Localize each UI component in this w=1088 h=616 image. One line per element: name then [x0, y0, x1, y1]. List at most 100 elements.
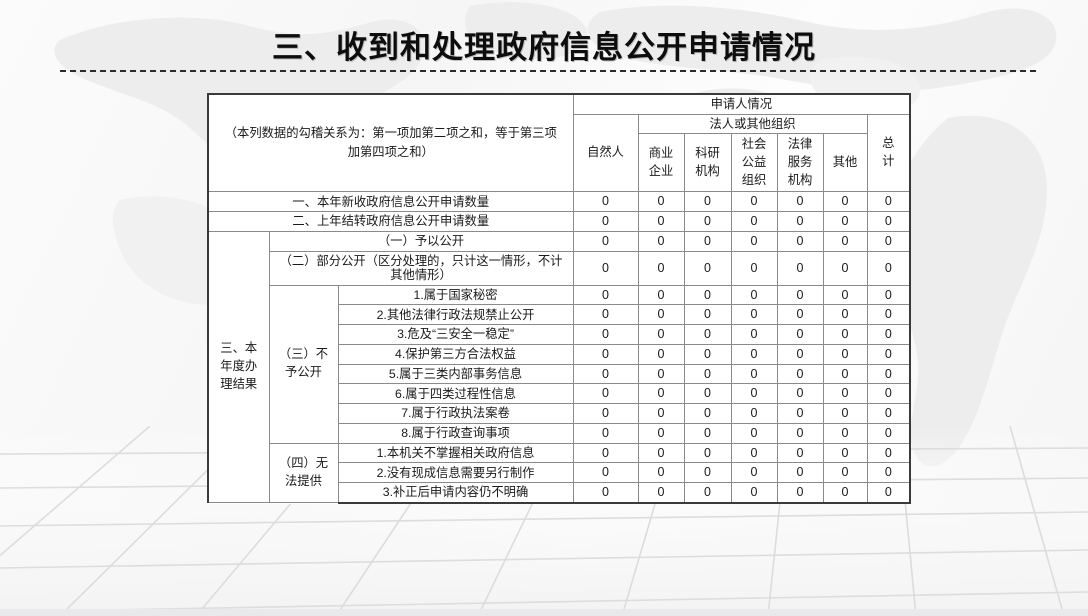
cell-r4-commercial: 0 [637, 250, 685, 286]
cell-r14-public_welfare: 0 [730, 462, 778, 484]
cell-r13-total: 0 [866, 442, 912, 464]
header-applicant-group: 申请人情况 [572, 93, 912, 115]
row-label-r10: 6.属于四类过程性信息 [337, 383, 574, 405]
cell-r8-natural: 0 [572, 343, 639, 365]
cell-r13-commercial: 0 [637, 442, 685, 464]
cell-r5-other: 0 [822, 284, 868, 306]
cell-r5-natural: 0 [572, 284, 639, 306]
cell-r12-commercial: 0 [637, 422, 685, 444]
table-row: 4.保护第三方合法权益 0 0 0 0 0 0 0 [208, 343, 912, 365]
cell-r7-public_welfare: 0 [730, 324, 778, 345]
cell-r15-other: 0 [822, 482, 868, 504]
cell-r12-total: 0 [866, 422, 912, 444]
cell-r1-other: 0 [822, 191, 868, 213]
cell-r3-other: 0 [822, 230, 868, 252]
row-label-r3: （一）予以公开 [268, 230, 574, 252]
row-label-r9: 5.属于三类内部事务信息 [337, 363, 574, 385]
cell-r5-research: 0 [683, 284, 732, 306]
header-col-natural: 自然人 [572, 113, 639, 193]
cell-r3-legal_service: 0 [776, 230, 824, 252]
cell-r2-public_welfare: 0 [730, 211, 778, 232]
cell-r14-total: 0 [866, 462, 912, 484]
cell-r4-public_welfare: 0 [730, 250, 778, 286]
cell-r4-legal_service: 0 [776, 250, 824, 286]
cell-r3-natural: 0 [572, 230, 639, 252]
row-label-r8: 4.保护第三方合法权益 [337, 343, 574, 365]
cell-r5-commercial: 0 [637, 284, 685, 306]
cell-r3-research: 0 [683, 230, 732, 252]
row-group-label-year-result: 三、本 年度办 理结果 [207, 230, 270, 504]
cell-r8-total: 0 [866, 343, 912, 365]
cell-r15-natural: 0 [572, 482, 639, 504]
cell-r6-public_welfare: 0 [730, 304, 778, 326]
cell-r2-commercial: 0 [637, 211, 685, 232]
cell-r6-commercial: 0 [637, 304, 685, 326]
header-col-total: 总计 [866, 113, 912, 193]
cell-r14-natural: 0 [572, 462, 639, 484]
table-row: 一、本年新收政府信息公开申请数量 0 0 0 0 0 0 0 [206, 191, 912, 213]
table-row: （四）无 法提供 1.本机关不掌握相关政府信息 0 0 0 0 0 0 0 [208, 442, 912, 504]
cell-r11-research: 0 [683, 403, 732, 424]
cell-r7-natural: 0 [572, 324, 639, 345]
cell-r9-total: 0 [866, 363, 912, 385]
table-row: 7.属于行政执法案卷 0 0 0 0 0 0 0 [208, 403, 912, 424]
cell-r2-legal_service: 0 [776, 211, 824, 232]
row-label-r2: 二、上年结转政府信息公开申请数量 [206, 211, 574, 232]
header-col-public_welfare: 社会 公益 组织 [730, 132, 778, 193]
cell-r7-legal_service: 0 [776, 324, 824, 345]
row-label-r14: 2.没有现成信息需要另行制作 [337, 462, 574, 484]
cell-r4-other: 0 [822, 250, 868, 286]
cell-r13-other: 0 [822, 442, 868, 464]
cell-r7-other: 0 [822, 324, 868, 345]
cell-r2-other: 0 [822, 211, 868, 232]
cell-r3-commercial: 0 [637, 230, 685, 252]
cell-r9-research: 0 [683, 363, 732, 385]
table-header-row-3: 商业 企业 科研 机构 社会 公益 组织 法律 服务 机构 其他 [208, 132, 910, 193]
cell-r1-research: 0 [683, 191, 732, 213]
table-row: 6.属于四类过程性信息 0 0 0 0 0 0 0 [208, 383, 912, 405]
cell-r12-research: 0 [683, 422, 732, 444]
cell-r14-other: 0 [822, 462, 868, 484]
row-label-r11: 7.属于行政执法案卷 [337, 403, 574, 424]
cell-r5-legal_service: 0 [776, 284, 824, 306]
table-row: 二、上年结转政府信息公开申请数量 0 0 0 0 0 0 0 [206, 211, 912, 232]
cell-r8-commercial: 0 [637, 343, 685, 365]
cell-r4-natural: 0 [572, 250, 639, 286]
cell-r13-research: 0 [683, 442, 732, 464]
cell-r5-total: 0 [866, 284, 912, 306]
cell-r11-legal_service: 0 [776, 403, 824, 424]
table-row: 5.属于三类内部事务信息 0 0 0 0 0 0 0 [208, 363, 912, 385]
cell-r8-legal_service: 0 [776, 343, 824, 365]
cell-r15-commercial: 0 [637, 482, 685, 504]
cell-r12-public_welfare: 0 [730, 422, 778, 444]
cell-r14-commercial: 0 [637, 462, 685, 484]
row-label-r12: 8.属于行政查询事项 [337, 422, 574, 444]
header-legal-entity-group: 法人或其他组织 [637, 113, 868, 134]
header-col-legal_service: 法律 服务 机构 [776, 132, 824, 193]
cell-r6-natural: 0 [572, 304, 639, 326]
cell-r10-legal_service: 0 [776, 383, 824, 405]
cell-r8-other: 0 [822, 343, 868, 365]
row-label-r1: 一、本年新收政府信息公开申请数量 [206, 191, 574, 213]
cell-r11-commercial: 0 [637, 403, 685, 424]
cell-r4-total: 0 [866, 250, 912, 286]
cell-r11-total: 0 [866, 403, 912, 424]
table-header-row-1: （本列数据的勾稽关系为：第一项加第二项之和，等于第三项加第四项之和） 申请人情况 [206, 93, 912, 193]
cell-r15-public_welfare: 0 [730, 482, 778, 504]
row-label-r13: 1.本机关不掌握相关政府信息 [337, 442, 574, 464]
report-table-container: （本列数据的勾稽关系为：第一项加第二项之和，等于第三项加第四项之和） 申请人情况自… [206, 93, 912, 504]
cell-r4-research: 0 [683, 250, 732, 286]
cell-r9-commercial: 0 [637, 363, 685, 385]
cell-r10-other: 0 [822, 383, 868, 405]
cell-r2-research: 0 [683, 211, 732, 232]
cell-r1-legal_service: 0 [776, 191, 824, 213]
cell-r6-other: 0 [822, 304, 868, 326]
cell-r1-commercial: 0 [637, 191, 685, 213]
cell-r7-total: 0 [866, 324, 912, 345]
cell-r6-total: 0 [866, 304, 912, 326]
header-col-commercial: 商业 企业 [637, 132, 685, 193]
table-row: 3.补正后申请内容仍不明确 0 0 0 0 0 0 0 [208, 482, 912, 504]
cell-r1-natural: 0 [572, 191, 639, 213]
cell-r14-research: 0 [683, 462, 732, 484]
